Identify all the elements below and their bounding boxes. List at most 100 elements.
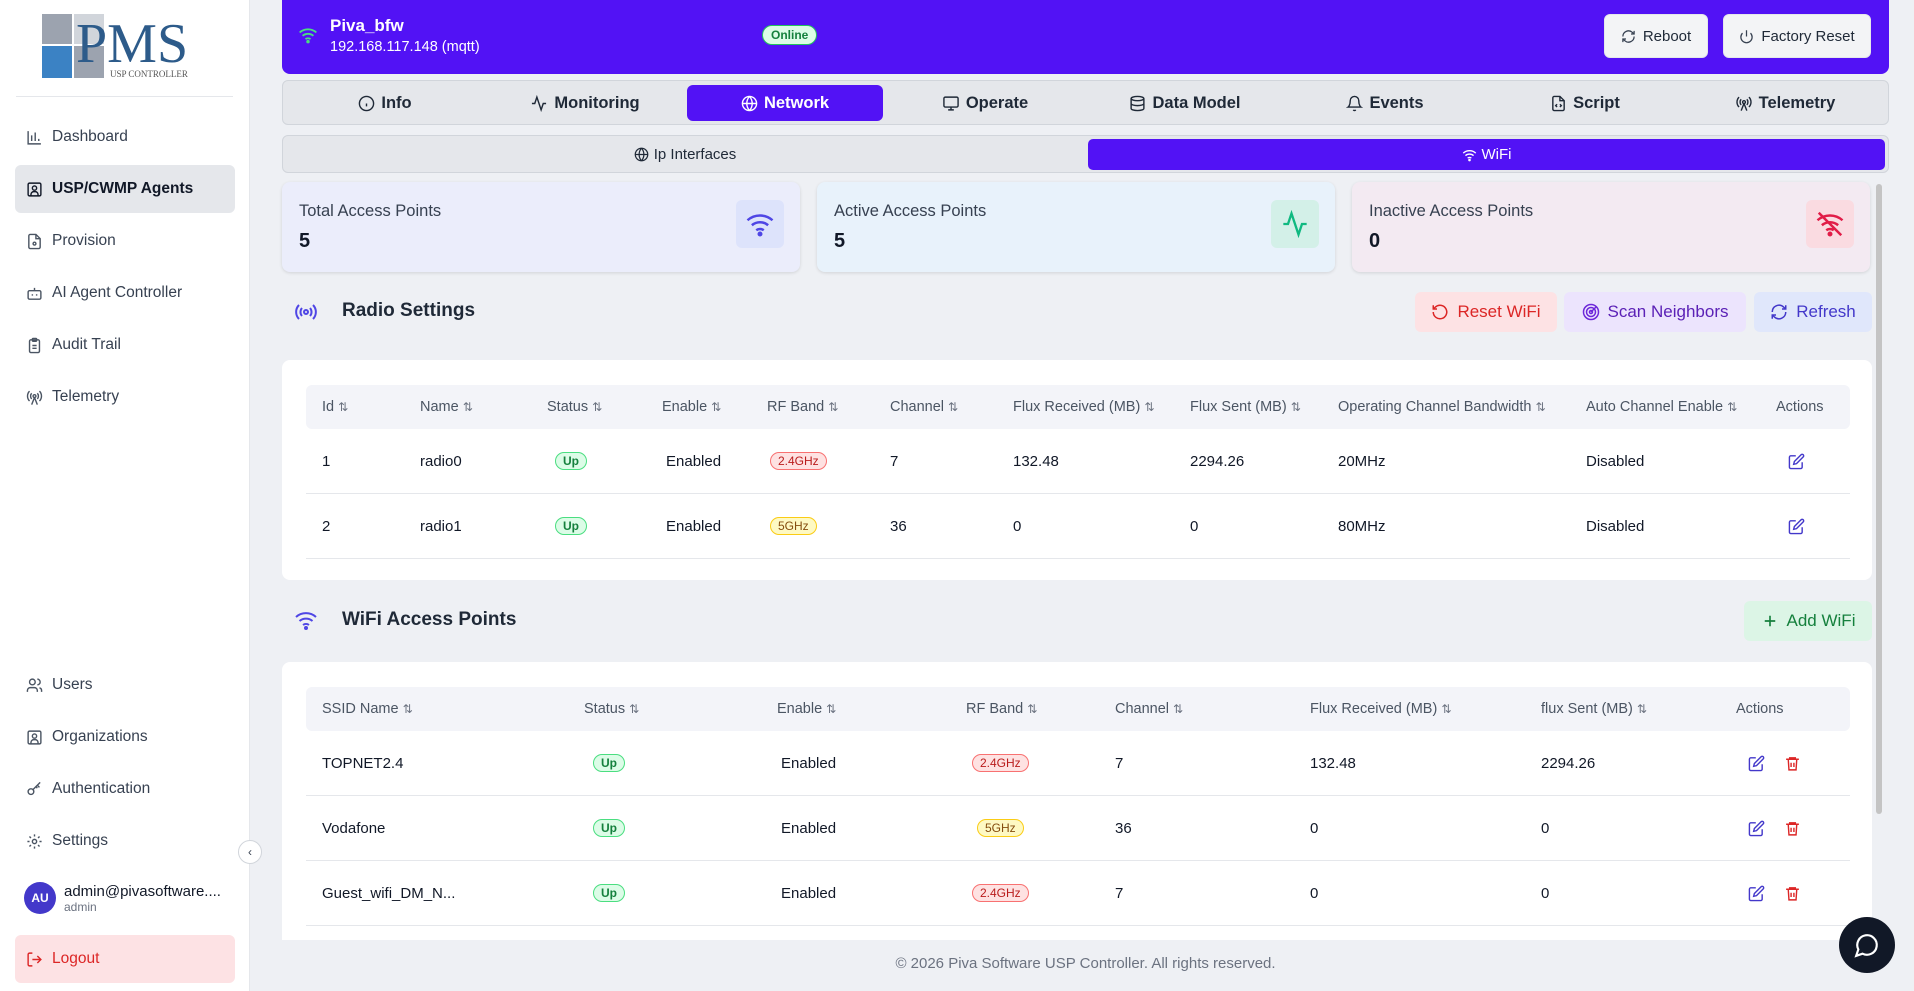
subtab-ip-interfaces[interactable]: Ip Interfaces (286, 139, 1084, 170)
trash-icon[interactable] (1784, 820, 1801, 837)
factory-reset-button[interactable]: Factory Reset (1723, 14, 1871, 58)
cell-ssid: TOPNET2.4 (322, 754, 404, 772)
tab-operate[interactable]: Operate (887, 85, 1083, 121)
key-icon (25, 780, 43, 798)
rotate-ccw-icon (1431, 303, 1449, 321)
cell-channel: 7 (1115, 884, 1124, 902)
cell-auto-channel: Disabled (1586, 517, 1645, 535)
cell-flux-sent: 2294.26 (1190, 452, 1245, 470)
sidebar-item-label: Dashboard (52, 128, 128, 145)
sidebar-item-label: AI Agent Controller (52, 284, 183, 301)
cell-enable: Enabled (666, 517, 722, 535)
globe-icon (634, 147, 649, 162)
sidebar-item-settings[interactable]: Settings (15, 817, 235, 865)
subtab-wifi[interactable]: WiFi (1088, 139, 1885, 170)
cell-flux-sent: 0 (1541, 819, 1550, 837)
col-channel[interactable]: Channel ⇅ (890, 399, 959, 415)
scan-neighbors-button[interactable]: Scan Neighbors (1564, 292, 1746, 332)
chat-button[interactable] (1839, 917, 1895, 973)
user-role: admin (64, 899, 97, 914)
reboot-button[interactable]: Reboot (1604, 14, 1708, 58)
logo[interactable]: PMS USP CONTROLLER (40, 12, 210, 82)
sort-icon: ⇅ (1441, 702, 1452, 716)
col-id[interactable]: Id ⇅ (322, 399, 349, 415)
col-flux-sent[interactable]: Flux Sent (MB) ⇅ (1190, 399, 1301, 415)
add-wifi-button[interactable]: Add WiFi (1744, 601, 1872, 641)
sidebar-item-dashboard[interactable]: Dashboard (15, 113, 235, 161)
sidebar-item-provision[interactable]: Provision (15, 217, 235, 265)
col-ssid[interactable]: SSID Name ⇅ (322, 701, 413, 717)
cell-flux-received: 0 (1310, 819, 1319, 837)
tab-data-model[interactable]: Data Model (1087, 85, 1283, 121)
power-icon (1739, 29, 1754, 44)
col-flux-received[interactable]: Flux Received (MB) ⇅ (1013, 399, 1155, 415)
factory-reset-label: Factory Reset (1761, 27, 1855, 45)
col-auto-channel[interactable]: Auto Channel Enable ⇅ (1586, 399, 1738, 415)
tab-script[interactable]: Script (1487, 85, 1683, 121)
col-name[interactable]: Name ⇅ (420, 399, 473, 415)
content-scrollbar[interactable] (1874, 184, 1884, 814)
trash-icon[interactable] (1784, 755, 1801, 772)
organization-icon (25, 728, 43, 746)
sidebar-item-label: Authentication (52, 780, 151, 797)
cell-enable: Enabled (781, 819, 837, 837)
cell-flux-sent: 0 (1190, 517, 1199, 535)
col-enable[interactable]: Enable ⇅ (662, 399, 722, 415)
sidebar-item-authentication[interactable]: Authentication (15, 765, 235, 813)
sidebar-collapse-button[interactable]: ‹ (238, 840, 262, 864)
agents-icon (25, 180, 43, 198)
tab-label: Operate (965, 93, 1029, 112)
col-bandwidth[interactable]: Operating Channel Bandwidth ⇅ (1338, 399, 1546, 415)
sidebar-item-ai-agent[interactable]: AI Agent Controller (15, 269, 235, 317)
tab-network[interactable]: Network (687, 85, 883, 121)
tab-telemetry[interactable]: Telemetry (1687, 85, 1883, 121)
sidebar-item-telemetry[interactable]: Telemetry (15, 373, 235, 421)
sort-icon: ⇅ (592, 400, 603, 414)
cell-channel: 7 (1115, 754, 1124, 772)
logout-button[interactable]: Logout (15, 935, 235, 983)
edit-icon[interactable] (1748, 755, 1765, 772)
sidebar-item-users[interactable]: Users (15, 661, 235, 709)
scrollbar-thumb[interactable] (1876, 184, 1882, 814)
cell-name: radio1 (420, 517, 462, 535)
table-row: Guest_wifi_DM_N... Up Enabled 2.4GHz 7 0… (306, 861, 1850, 926)
col-flux-received[interactable]: Flux Received (MB) ⇅ (1310, 701, 1452, 717)
col-channel[interactable]: Channel ⇅ (1115, 701, 1184, 717)
sidebar-item-agents[interactable]: USP/CWMP Agents (15, 165, 235, 213)
col-status[interactable]: Status ⇅ (584, 701, 640, 717)
stat-label: Inactive Access Points (1369, 202, 1534, 220)
edit-icon[interactable] (1748, 820, 1765, 837)
cell-name: radio0 (420, 452, 462, 470)
col-status[interactable]: Status ⇅ (547, 399, 603, 415)
sort-icon: ⇅ (1727, 400, 1738, 414)
stat-value: 0 (1369, 230, 1381, 252)
cell-flux-sent: 0 (1541, 884, 1550, 902)
cell-channel: 36 (890, 517, 907, 535)
tab-monitoring[interactable]: Monitoring (487, 85, 683, 121)
sidebar-item-audit[interactable]: Audit Trail (15, 321, 235, 369)
reset-wifi-button[interactable]: Reset WiFi (1415, 292, 1557, 332)
monitor-icon (942, 95, 960, 112)
refresh-button[interactable]: Refresh (1754, 292, 1872, 332)
cell-id: 1 (322, 452, 331, 470)
refresh-label: Refresh (1796, 302, 1856, 321)
edit-icon[interactable] (1788, 453, 1805, 470)
tab-info[interactable]: Info (287, 85, 483, 121)
sort-icon: ⇅ (1173, 702, 1184, 716)
cell-enable: Enabled (781, 754, 837, 772)
sort-icon: ⇅ (1535, 400, 1546, 414)
col-enable[interactable]: Enable ⇅ (777, 701, 837, 717)
col-actions: Actions (1776, 399, 1824, 415)
device-tabs: Info Monitoring Network Operate Data Mod… (282, 80, 1889, 125)
wifi-access-points-table: SSID Name ⇅ Status ⇅ Enable ⇅ RF Band ⇅ Chan… (282, 662, 1872, 940)
tab-events[interactable]: Events (1287, 85, 1483, 121)
sidebar-item-label: Telemetry (52, 388, 120, 405)
col-rf-band[interactable]: RF Band ⇅ (767, 399, 839, 415)
col-rf-band[interactable]: RF Band ⇅ (966, 701, 1038, 717)
sidebar-item-organizations[interactable]: Organizations (15, 713, 235, 761)
user-profile[interactable]: AU admin@pivasoftware.... admin (24, 882, 221, 914)
trash-icon[interactable] (1784, 885, 1801, 902)
edit-icon[interactable] (1748, 885, 1765, 902)
col-flux-sent[interactable]: flux Sent (MB) ⇅ (1541, 701, 1647, 717)
edit-icon[interactable] (1788, 518, 1805, 535)
